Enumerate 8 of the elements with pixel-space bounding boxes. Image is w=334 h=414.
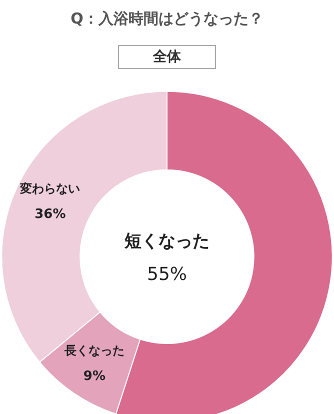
data-label: 55%	[146, 264, 188, 286]
slice-label: 長くなった	[63, 343, 124, 358]
data-label: 36%	[34, 207, 66, 222]
chart-title: Q：入浴時間はどうなった？	[70, 10, 264, 28]
slice-label: 短くなった	[124, 232, 210, 252]
data-label: 9%	[83, 368, 106, 384]
chart-subtitle: 全体	[152, 49, 182, 65]
slice-label: 変わらない	[19, 182, 80, 196]
